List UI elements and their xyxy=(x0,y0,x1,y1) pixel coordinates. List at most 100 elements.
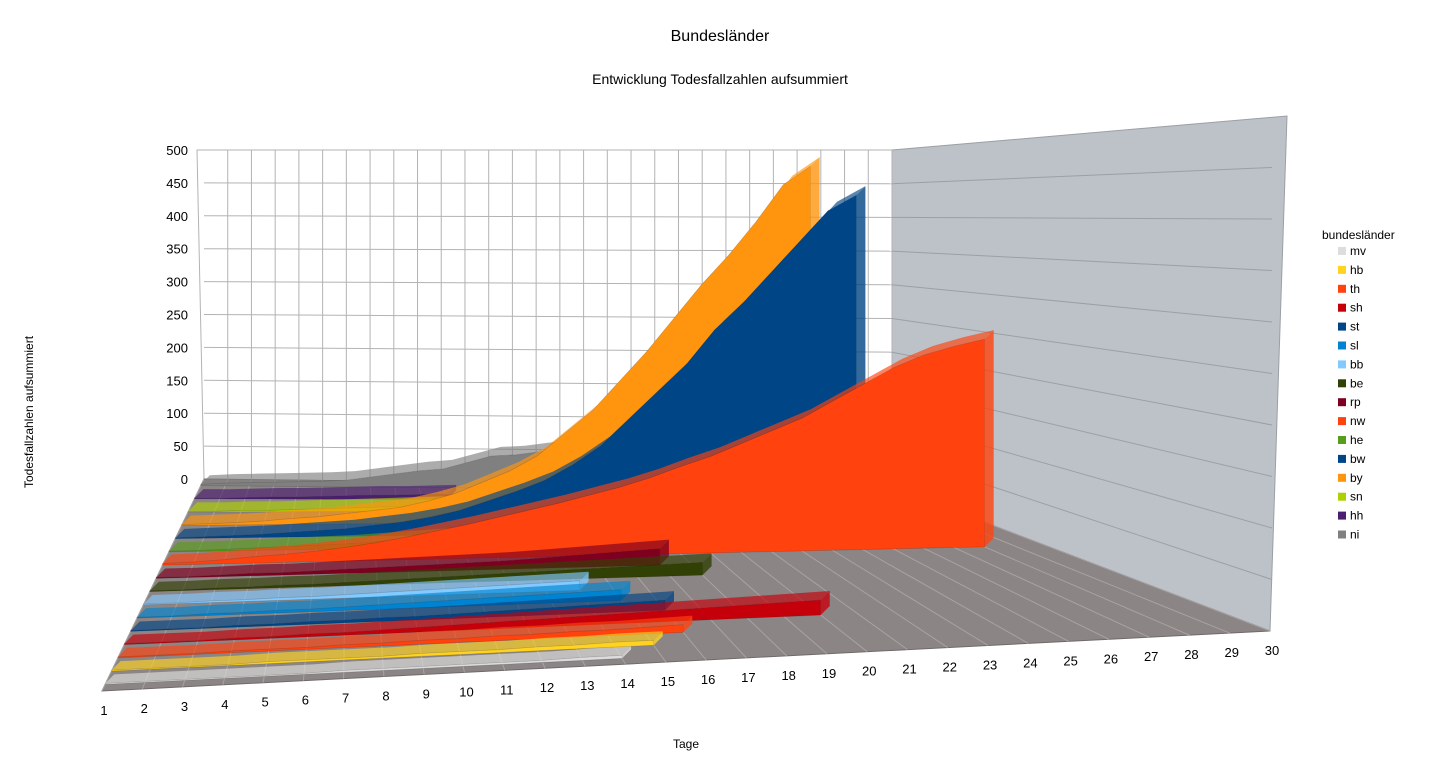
series-hh-top xyxy=(194,484,457,499)
legend-label-hb: hb xyxy=(1350,263,1364,277)
x-tick-label: 11 xyxy=(500,682,514,697)
legend-label-rp: rp xyxy=(1350,395,1361,409)
x-tick-label: 30 xyxy=(1265,643,1279,658)
legend-label-he: he xyxy=(1350,433,1364,447)
series-sh-top xyxy=(124,591,830,644)
y-axis-label: Todesfallzahlen aufsummiert xyxy=(22,335,36,488)
series-ni-top xyxy=(200,439,574,485)
legend-swatch-sh xyxy=(1338,303,1346,312)
series-hb-area xyxy=(111,639,655,672)
legend-swatch-th xyxy=(1338,284,1346,293)
x-tick-label: 29 xyxy=(1224,645,1238,660)
x-tick-label: 14 xyxy=(620,676,634,691)
legend-label-nw: nw xyxy=(1350,414,1366,428)
legend-swatch-sn xyxy=(1338,492,1346,501)
y-tick-label: 100 xyxy=(166,406,188,421)
y-tick-label: 250 xyxy=(166,308,188,323)
x-tick-label: 25 xyxy=(1063,653,1077,668)
legend-label-by: by xyxy=(1350,471,1363,485)
y-tick-label: 450 xyxy=(166,176,188,191)
x-tick-label: 15 xyxy=(661,674,675,689)
x-tick-label: 19 xyxy=(822,666,836,681)
floor-grid-line xyxy=(101,478,205,692)
legend-label-sl: sl xyxy=(1350,339,1359,353)
series-group xyxy=(104,157,994,685)
series-hb xyxy=(111,631,663,672)
legend-label-bb: bb xyxy=(1350,357,1364,371)
series-st-area xyxy=(130,599,666,632)
legend-label-sn: sn xyxy=(1350,490,1363,504)
x-tick-label: 27 xyxy=(1144,649,1158,664)
x-tick-label: 16 xyxy=(701,672,715,687)
x-tick-label: 2 xyxy=(141,701,148,716)
x-tick-label: 26 xyxy=(1104,651,1118,666)
x-tick-label: 23 xyxy=(983,657,997,672)
x-tick-label: 18 xyxy=(781,668,795,683)
x-tick-label: 12 xyxy=(540,680,554,695)
series-th-end xyxy=(683,615,693,633)
legend-swatch-bw xyxy=(1338,454,1346,463)
series-hb-top xyxy=(111,631,663,671)
x-tick-label: 21 xyxy=(902,662,916,677)
series-be-top xyxy=(149,553,712,591)
legend-label-hh: hh xyxy=(1350,509,1363,523)
legend-swatch-st xyxy=(1338,322,1346,331)
series-nw-end xyxy=(984,330,994,547)
legend-swatch-be xyxy=(1338,379,1346,388)
grid-line-h xyxy=(203,182,893,185)
x-tick-label: 28 xyxy=(1184,647,1198,662)
series-th-area xyxy=(117,624,684,659)
chart-subtitle: Entwicklung Todesfallzahlen aufsummiert xyxy=(592,71,848,87)
x-ticks: 1 2 3 4 5 6 7 8 9 10 11 12 13 14 15 16 17 18 19 20 21 22 23 24 2… xyxy=(100,643,1279,718)
series-th xyxy=(117,615,693,659)
x-tick-label: 7 xyxy=(342,691,349,706)
legend: bundesländer mv hb th sh st sl bb be rp nw he bw by s… xyxy=(1322,228,1395,542)
legend-label-st: st xyxy=(1350,320,1360,334)
series-mv-end xyxy=(622,646,632,659)
legend-label-th: th xyxy=(1350,282,1360,296)
series-th-top xyxy=(117,615,693,657)
series-bb-top xyxy=(143,571,589,605)
series-mv xyxy=(104,646,632,685)
legend-swatch-mv xyxy=(1338,247,1346,255)
y-tick-label: 0 xyxy=(181,472,188,487)
legend-swatch-he xyxy=(1338,436,1346,444)
series-sh-end xyxy=(820,591,830,616)
legend-swatch-hb xyxy=(1338,265,1346,274)
series-mv-top xyxy=(105,646,632,684)
series-hh xyxy=(194,484,457,500)
legend-swatch-hh xyxy=(1338,511,1346,520)
series-sh xyxy=(123,591,830,646)
legend-swatch-bb xyxy=(1338,360,1346,369)
x-tick-label: 9 xyxy=(423,686,430,701)
side-grid-line xyxy=(891,284,1273,323)
x-tick-label: 3 xyxy=(181,699,188,714)
legend-label-ni: ni xyxy=(1350,528,1359,542)
x-tick-label: 5 xyxy=(261,695,268,710)
series-be xyxy=(149,553,712,593)
x-tick-label: 20 xyxy=(862,664,876,679)
x-tick-label: 10 xyxy=(459,684,473,699)
x-tick-label: 13 xyxy=(580,678,594,693)
legend-swatch-by xyxy=(1338,473,1346,482)
series-sl-top xyxy=(137,580,631,618)
x-tick-label: 6 xyxy=(302,693,309,708)
y-tick-label: 200 xyxy=(166,340,188,355)
side-grid-line xyxy=(891,318,1273,374)
side-grid-line xyxy=(891,250,1273,271)
legend-label-bw: bw xyxy=(1350,452,1366,466)
y-tick-label: 300 xyxy=(166,275,188,290)
legend-title: bundesländer xyxy=(1322,228,1395,242)
legend-label-be: be xyxy=(1350,376,1364,390)
legend-swatch-nw xyxy=(1338,417,1346,426)
x-tick-label: 1 xyxy=(100,703,107,718)
x-tick-label: 17 xyxy=(741,670,755,685)
side-grid-line xyxy=(891,167,1273,185)
y-tick-label: 500 xyxy=(166,143,188,158)
y-tick-label: 150 xyxy=(166,373,188,388)
legend-swatch-ni xyxy=(1338,530,1346,539)
x-tick-label: 22 xyxy=(943,660,957,675)
series-hb-end xyxy=(653,631,663,646)
legend-swatch-sl xyxy=(1338,341,1346,350)
